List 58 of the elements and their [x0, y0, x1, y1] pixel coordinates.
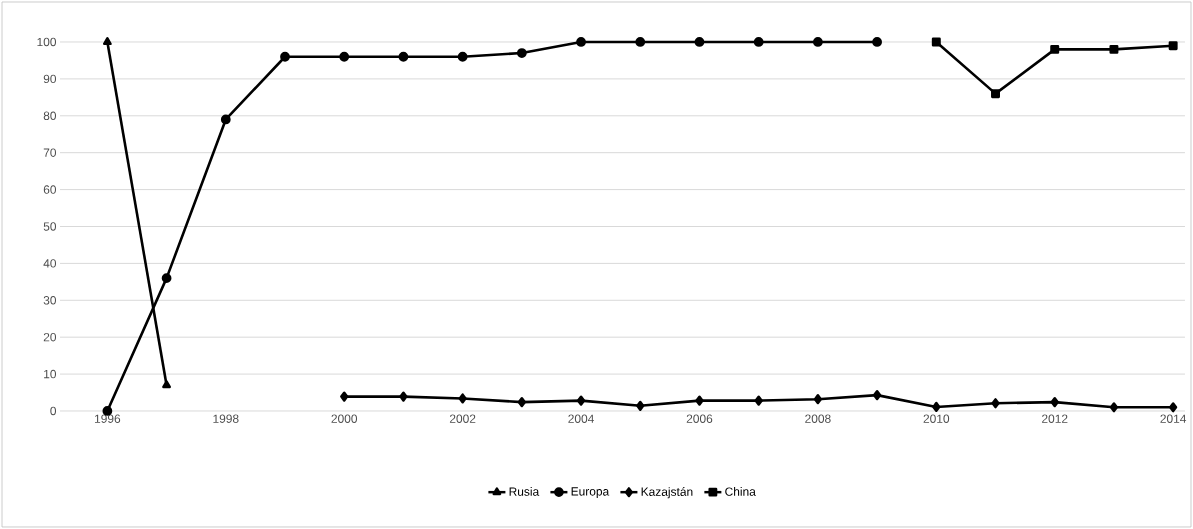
point [694, 37, 705, 47]
point [753, 37, 764, 47]
point [931, 37, 941, 47]
x-tick-label: 2008 [805, 414, 831, 423]
point [340, 391, 349, 402]
y-tick-label: 30 [43, 296, 57, 305]
point [220, 114, 231, 125]
y-tick-label: 80 [43, 111, 57, 121]
point [161, 273, 172, 284]
point [399, 391, 408, 402]
point [1109, 402, 1119, 413]
point [576, 37, 586, 47]
point [813, 394, 823, 405]
y-tick-label: 90 [43, 74, 57, 84]
point [1050, 397, 1059, 408]
point [754, 395, 763, 406]
point [872, 37, 882, 47]
point [516, 48, 527, 58]
point [991, 398, 1000, 409]
point [813, 37, 823, 47]
y-tick-label: 0 [50, 406, 57, 416]
legend-label: Rusia [509, 487, 540, 496]
legend-label: Kazajstán [641, 487, 693, 499]
point [339, 51, 350, 62]
x-tick-label: 2002 [449, 414, 476, 423]
point [458, 393, 467, 404]
y-tick-label: 50 [43, 222, 57, 231]
y-tick-label: 20 [43, 332, 57, 342]
y-tick-label: 60 [43, 185, 57, 194]
point [576, 395, 586, 406]
legend-label: China [725, 487, 756, 496]
x-tick-label: 2000 [331, 414, 358, 423]
legend-label: Europa [571, 487, 610, 499]
point [517, 397, 526, 408]
point [1050, 44, 1060, 54]
x-tick-label: 2004 [568, 414, 594, 423]
point [636, 400, 645, 411]
x-tick-label: 1998 [213, 414, 239, 423]
point [1169, 402, 1178, 413]
point [280, 51, 290, 62]
x-tick-label: 1996 [94, 414, 121, 423]
point [398, 51, 409, 62]
x-tick-label: 2012 [1042, 414, 1068, 423]
point [872, 390, 882, 401]
point [635, 37, 646, 47]
y-tick-label: 100 [37, 37, 57, 47]
x-tick-label: 2006 [686, 414, 713, 423]
point [457, 51, 468, 62]
point [695, 395, 704, 406]
point [991, 89, 1000, 99]
point [1109, 44, 1119, 54]
y-tick-label: 70 [43, 148, 57, 157]
x-tick-label: 2010 [923, 414, 950, 423]
x-tick-label: 2014 [1160, 414, 1187, 423]
y-tick-label: 10 [44, 369, 57, 379]
y-tick-label: 40 [43, 259, 57, 268]
point [932, 401, 941, 413]
point [1168, 41, 1178, 51]
